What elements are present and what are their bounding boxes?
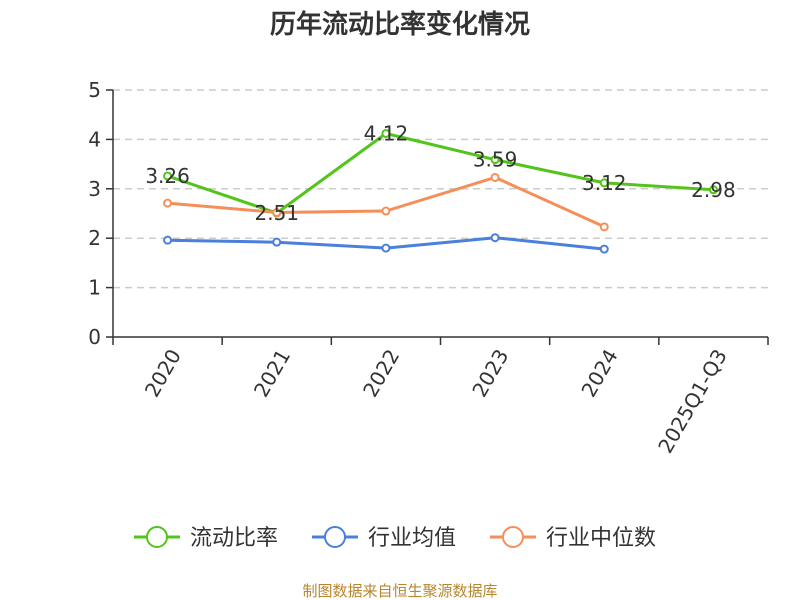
series-layer [163, 128, 718, 254]
y-tick-label: 5 [88, 78, 101, 102]
x-tick-label: 2021 [249, 345, 295, 401]
data-point [272, 208, 282, 218]
legend-swatch-marker [146, 526, 168, 548]
data-point [490, 233, 500, 243]
x-tick-label: 2025Q1-Q3 [653, 345, 732, 457]
data-point [490, 155, 500, 165]
data-point [381, 128, 391, 138]
y-tick-label: 1 [88, 276, 101, 300]
chart-title: 历年流动比率变化情况 [270, 9, 530, 40]
axes: 0 1 2 3 4 5 2020 2021 2022 2023 2024 2025Q1-Q3 [88, 78, 769, 457]
data-point [599, 178, 609, 188]
data-label: 4.12 [364, 121, 409, 145]
y-tick-label: 4 [88, 127, 101, 151]
y-tick-label: 0 [88, 325, 101, 349]
data-point [272, 237, 282, 247]
legend-swatch-marker [324, 526, 346, 548]
data-point [490, 172, 500, 182]
data-labels: 3.26 2.51 4.12 3.59 3.12 2.98 [145, 121, 735, 225]
legend-item[interactable]: 流动比率 [134, 526, 278, 551]
data-point [381, 206, 391, 216]
legend[interactable]: 流动比率 行业均值 行业中位数 [134, 526, 656, 551]
data-point [708, 185, 718, 195]
data-label: 2.98 [691, 178, 736, 202]
y-tick-label: 3 [88, 177, 101, 201]
x-tick-label: 2024 [576, 345, 622, 401]
grid-lines [113, 89, 768, 289]
data-point [381, 243, 391, 253]
legend-label: 流动比率 [190, 526, 278, 551]
legend-item[interactable]: 行业均值 [312, 526, 456, 551]
series-line [167, 132, 714, 215]
x-tick-label: 2020 [140, 345, 186, 401]
legend-swatch-marker [502, 526, 524, 548]
data-point [163, 198, 173, 208]
data-label: 3.59 [473, 148, 518, 172]
data-point [599, 222, 609, 232]
legend-label: 行业均值 [368, 526, 456, 551]
x-tick-label: 2023 [467, 345, 513, 401]
data-label: 3.12 [582, 171, 627, 195]
legend-label: 行业中位数 [546, 526, 656, 551]
y-tick-label: 2 [88, 226, 101, 250]
data-point [163, 171, 173, 181]
x-tick-label: 2022 [358, 345, 404, 401]
data-label: 3.26 [145, 164, 190, 188]
data-label: 2.51 [254, 201, 299, 225]
legend-item[interactable]: 行业中位数 [490, 526, 656, 551]
data-point [599, 244, 609, 254]
data-point [163, 235, 173, 245]
series-line [167, 175, 605, 229]
source-note: 制图数据来自恒生聚源数据库 [302, 582, 497, 600]
